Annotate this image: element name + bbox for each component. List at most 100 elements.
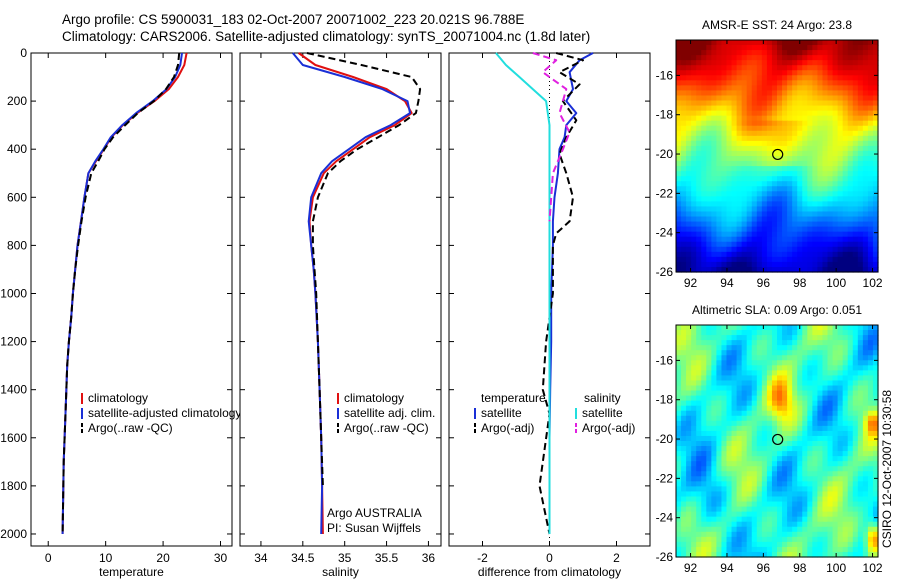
map-cell (857, 206, 864, 213)
map-cell (872, 140, 879, 147)
map-cell (676, 176, 682, 182)
map-cell (837, 350, 844, 356)
map-cell (852, 40, 859, 46)
map-cell (872, 100, 879, 107)
map-cell (691, 516, 697, 523)
map-cell (847, 140, 854, 147)
map-cell (872, 246, 879, 253)
map-cell (741, 360, 748, 366)
map-cell (676, 330, 682, 336)
map-cell (731, 330, 738, 336)
map-cell (726, 196, 733, 202)
map-cell (827, 496, 834, 503)
map-cell (766, 130, 773, 137)
map-cell (787, 140, 793, 147)
map-cell (701, 516, 707, 523)
map-cell (837, 241, 844, 248)
map-cell (852, 340, 859, 346)
map-cell (756, 385, 763, 392)
map-cell (716, 45, 723, 51)
map-cell (842, 206, 849, 213)
map-cell (741, 145, 748, 152)
map-cell (716, 430, 723, 437)
map-cell (691, 405, 697, 412)
map-cell (691, 355, 697, 361)
map-cell (691, 531, 697, 538)
map-cell (787, 325, 793, 331)
map-cell (842, 451, 849, 457)
map-cell (867, 546, 874, 553)
map-cell (766, 390, 773, 397)
map-cell (812, 216, 818, 223)
map-cell (691, 536, 697, 543)
map-cell (867, 425, 874, 432)
map-cell (681, 110, 687, 117)
map-cell (787, 171, 793, 177)
map-cell (736, 370, 743, 377)
map-cell (696, 546, 702, 553)
map-cell (751, 166, 758, 172)
map-cell (812, 135, 818, 142)
map-cell (777, 375, 783, 382)
map-cell (852, 405, 859, 412)
map-cell (761, 156, 768, 162)
map-cell (802, 435, 808, 442)
map-cell (832, 385, 839, 392)
map-cell (676, 541, 682, 548)
map-cell (867, 120, 874, 127)
map-cell (867, 481, 874, 487)
map-cell (812, 120, 818, 127)
map-cell (827, 335, 834, 341)
map-cell (842, 546, 849, 553)
map-cell (746, 80, 753, 86)
map-cell (777, 40, 783, 46)
map-cell (711, 201, 717, 208)
map-cell (847, 390, 854, 397)
map-cell (686, 355, 692, 361)
map-cell (807, 256, 813, 263)
map-cell (837, 206, 844, 213)
map-cell (731, 501, 738, 508)
map-cell (807, 360, 813, 366)
map-cell (777, 546, 783, 553)
map-cell (706, 196, 712, 202)
map-cell (787, 425, 793, 432)
map-cell (691, 511, 697, 518)
map-cell (741, 75, 748, 81)
map-cell (686, 330, 692, 336)
map-cell (842, 531, 849, 538)
map-cell (756, 90, 763, 97)
map-cell (787, 150, 793, 157)
map-cell (807, 266, 813, 273)
map-cell (842, 105, 849, 112)
map-cell (746, 365, 753, 371)
map-cell (676, 355, 682, 361)
map-cell (827, 216, 834, 223)
map-cell (721, 181, 728, 187)
map-cell (701, 491, 707, 498)
map-cell (691, 340, 697, 346)
map-cell (777, 335, 783, 341)
map-cell (852, 420, 859, 427)
map-cell (676, 166, 682, 172)
map-cell (792, 420, 798, 427)
y-tick-label: 1000 (0, 286, 27, 300)
map-cell (766, 100, 773, 107)
map-cell (787, 40, 793, 46)
map-cell (696, 40, 702, 46)
map-cell (867, 385, 874, 392)
map-cell (797, 461, 803, 467)
map-cell (701, 166, 707, 172)
map-cell (847, 226, 854, 233)
map-cell (867, 441, 874, 447)
map-cell (681, 55, 687, 61)
map-cell (721, 430, 728, 437)
map-cell (741, 105, 748, 112)
map-cell (706, 161, 712, 167)
map-cell (797, 261, 803, 268)
map-cell (842, 150, 849, 157)
map-cell (817, 206, 824, 213)
map-cell (771, 130, 778, 137)
map-cell (676, 231, 682, 238)
map-cell (812, 360, 818, 366)
